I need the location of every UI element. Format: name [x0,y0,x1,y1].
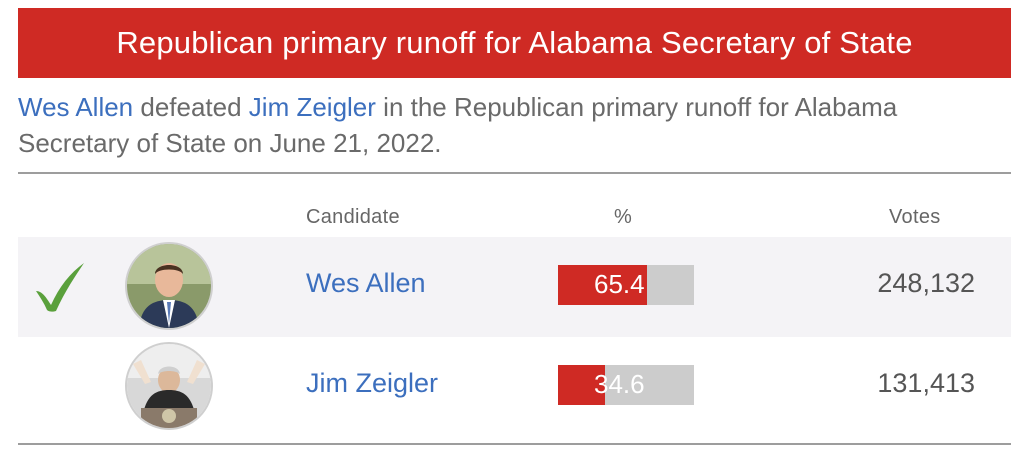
vote-share-fill [558,365,606,405]
vote-share-bar: 34.6 [558,365,694,405]
result-summary: Wes Allen defeated Jim Zeigler in the Re… [18,89,1008,161]
candidate-name[interactable]: Jim Zeigler [306,368,439,398]
table-row: Wes Allen 65.4 248,132 [18,237,1011,337]
summary-defeated-text: defeated [133,92,249,122]
vote-share-bar: 65.4 [558,265,694,305]
table-row: Jim Zeigler 34.6 131,413 [18,337,1011,437]
vote-share-label: 65.4 [594,269,645,299]
page-title: Republican primary runoff for Alabama Se… [18,8,1011,78]
vote-count: 131,413 [877,368,975,398]
vote-share-label: 34.6 [594,369,645,399]
vote-share-fill [558,265,647,305]
loser-link[interactable]: Jim Zeigler [248,92,376,122]
avatar [125,242,213,330]
table-top-divider [18,172,1011,174]
candidate-name[interactable]: Wes Allen [306,268,426,298]
table-bottom-divider [18,443,1011,445]
header-votes: Votes [889,206,941,228]
avatar [125,342,213,430]
header-candidate: Candidate [306,206,400,228]
check-icon [32,261,88,313]
winner-link[interactable]: Wes Allen [18,92,134,122]
vote-count: 248,132 [877,268,975,298]
summary-rest-text: in the Republican primary runoff for Ala… [18,92,898,158]
header-percent: % [614,206,633,228]
page-title-text: Republican primary runoff for Alabama Se… [116,25,913,60]
